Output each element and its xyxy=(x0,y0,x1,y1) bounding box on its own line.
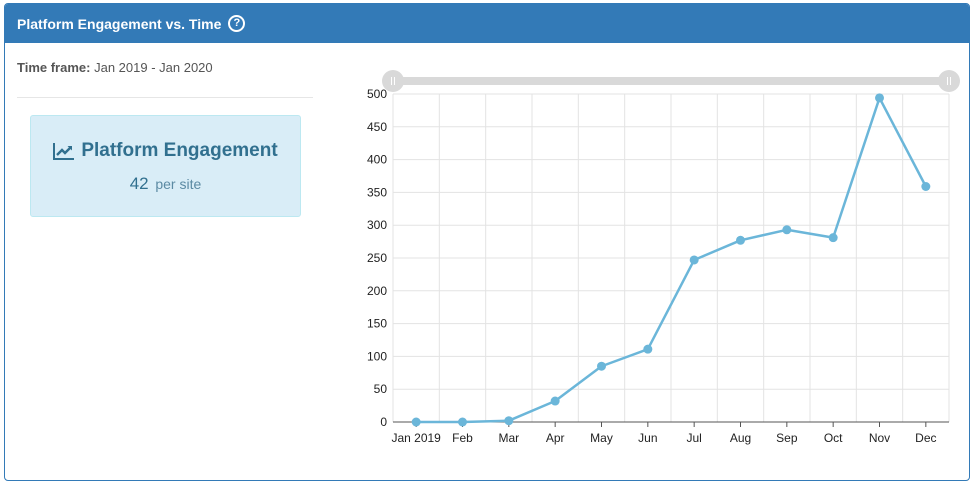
data-point[interactable] xyxy=(550,396,560,406)
data-point[interactable] xyxy=(921,181,931,191)
stat-title-row: Platform Engagement xyxy=(31,140,300,162)
timeframe: Time frame: Jan 2019 - Jan 2020 xyxy=(17,60,213,75)
data-point[interactable] xyxy=(736,235,745,245)
x-tick-label: Oct xyxy=(824,431,843,445)
y-tick-label: 500 xyxy=(367,87,387,101)
data-point[interactable] xyxy=(458,417,467,427)
x-tick-label: Aug xyxy=(730,431,751,445)
x-tick-label: Jun xyxy=(638,431,657,445)
timeframe-value: Jan 2019 - Jan 2020 xyxy=(94,60,213,75)
y-tick-label: 250 xyxy=(367,251,387,265)
y-tick-label: 0 xyxy=(380,415,387,429)
y-tick-label: 50 xyxy=(374,382,388,396)
x-tick-label: Jan 2019 xyxy=(391,431,441,445)
data-point[interactable] xyxy=(782,225,792,235)
y-tick-label: 300 xyxy=(367,218,387,232)
x-tick-label: Sep xyxy=(776,431,798,445)
x-tick-label: Jul xyxy=(686,431,701,445)
stat-value-row: 42 per site xyxy=(31,174,300,194)
data-point[interactable] xyxy=(828,233,838,243)
y-tick-label: 200 xyxy=(367,284,387,298)
stat-card: Platform Engagement 42 per site xyxy=(30,115,301,217)
y-tick-label: 400 xyxy=(367,153,387,167)
x-tick-label: Apr xyxy=(546,431,565,445)
x-tick-label: Mar xyxy=(498,431,519,445)
series-line xyxy=(416,96,927,424)
data-point[interactable] xyxy=(504,416,514,426)
timeframe-label: Time frame: xyxy=(17,60,91,75)
line-chart-icon xyxy=(53,143,75,160)
data-point[interactable] xyxy=(689,255,699,265)
question-circle-icon[interactable]: ? xyxy=(228,15,246,32)
stat-unit: per site xyxy=(155,176,202,192)
engagement-panel: Platform Engagement vs. Time ? Time fram… xyxy=(4,3,970,481)
data-point[interactable] xyxy=(597,361,606,371)
y-tick-label: 450 xyxy=(367,120,387,134)
x-tick-label: Feb xyxy=(452,431,473,445)
data-point[interactable] xyxy=(643,344,653,354)
range-slider-start-handle[interactable] xyxy=(382,70,404,92)
y-tick-label: 150 xyxy=(367,317,387,331)
y-tick-label: 350 xyxy=(367,185,387,199)
x-tick-label: Nov xyxy=(869,431,890,445)
stat-title: Platform Engagement xyxy=(81,140,278,161)
panel-title: Platform Engagement vs. Time xyxy=(17,15,222,32)
x-tick-label: May xyxy=(590,431,613,445)
engagement-line-chart: 0 50 100 150 200 250 300 350 400 450 500 Jan 2019 Fe… xyxy=(367,70,960,445)
range-slider-end-handle[interactable] xyxy=(938,70,960,92)
divider xyxy=(17,97,313,98)
panel-header: Platform Engagement vs. Time ? xyxy=(5,4,969,43)
stat-value: 42 xyxy=(129,174,149,193)
data-point[interactable] xyxy=(875,93,884,103)
x-tick-label: Dec xyxy=(915,431,936,445)
data-point[interactable] xyxy=(411,417,421,427)
y-tick-label: 100 xyxy=(367,349,387,363)
